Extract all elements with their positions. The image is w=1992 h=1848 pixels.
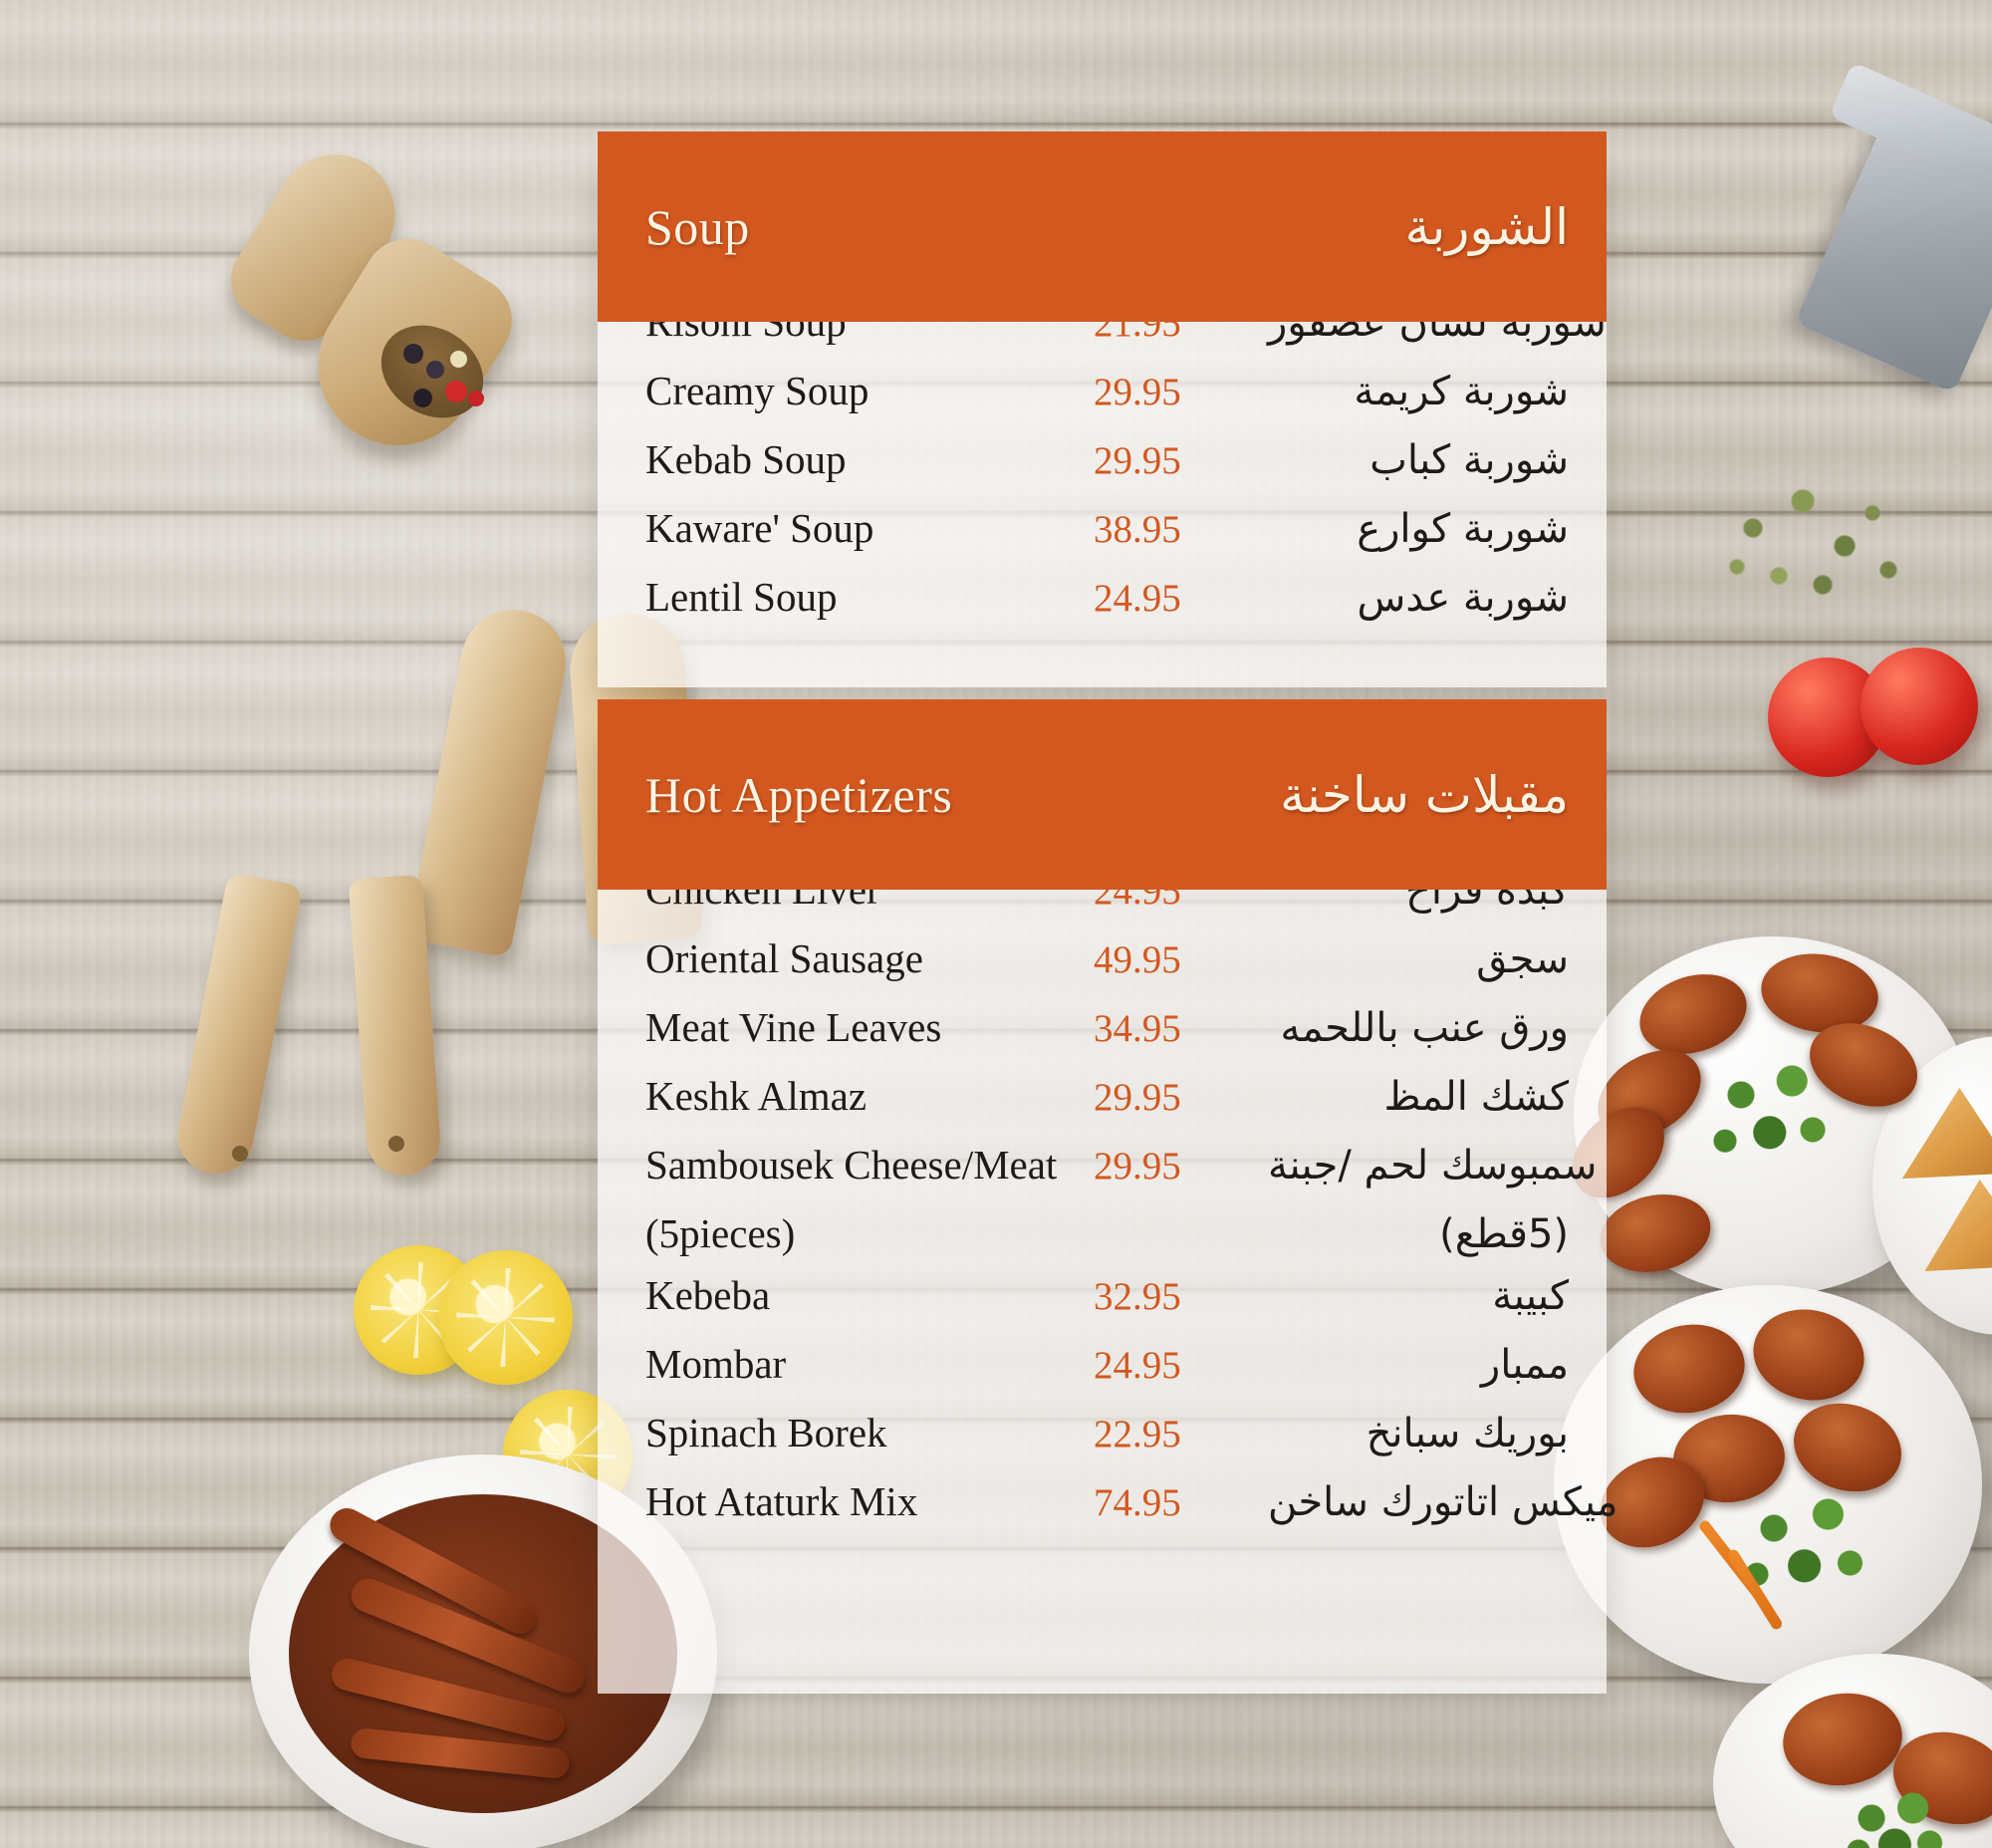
menu-item-list-soup: Risoni Soup 21.95 شوربة لسان عصفور Cream… xyxy=(598,284,1607,652)
item-name-en: Hot Ataturk Mix xyxy=(645,1478,918,1524)
menu-section-hot-appetizers: Hot Appetizers مقبلات ساخنة Chicken Live… xyxy=(598,699,1618,1694)
item-name-ar: سجق xyxy=(1476,936,1569,982)
item-price: 29.95 xyxy=(1094,1076,1181,1119)
menu-item-row[interactable]: Mombar 24.95 ممبار xyxy=(645,1340,1569,1409)
menu-item-row[interactable]: Creamy Soup 29.95 شوربة كريمة xyxy=(645,367,1569,435)
menu-item-row[interactable]: Kaware' Soup 38.95 شوربة كوارع xyxy=(645,504,1569,573)
item-name-en: Meat Vine Leaves xyxy=(645,1004,942,1050)
section-header-hot-appetizers: Hot Appetizers مقبلات ساخنة xyxy=(598,699,1607,852)
item-price: 24.95 xyxy=(1094,577,1181,620)
menu-item-row[interactable]: Hot Ataturk Mix 74.95 ميكس اتاتورك ساخن xyxy=(645,1477,1618,1546)
menu-item-row[interactable]: Spinach Borek 22.95 بوريك سبانخ xyxy=(645,1409,1569,1477)
item-name-ar: شوربة كوارع xyxy=(1357,506,1569,552)
item-name-ar: كشك المظ xyxy=(1383,1074,1569,1120)
item-name-ar: شوربة كباب xyxy=(1370,437,1569,483)
item-name-en: Keshk Almaz xyxy=(645,1073,868,1119)
item-price: 38.95 xyxy=(1094,508,1181,551)
menu-section-soup: Soup الشوربة Risoni Soup 21.95 شوربة لسا… xyxy=(598,132,1607,687)
item-name-en: Kebeba xyxy=(645,1272,771,1318)
item-portion-en: (5pieces) xyxy=(645,1210,796,1256)
item-price: 34.95 xyxy=(1094,1007,1181,1050)
item-name-ar: شوربة عدس xyxy=(1357,575,1569,621)
menu-item-row[interactable]: Meat Vine Leaves 34.95 ورق عنب باللحمه xyxy=(645,1003,1569,1072)
item-price: 29.95 xyxy=(1094,439,1181,482)
menu-item-row[interactable]: Kebab Soup 29.95 شوربة كباب xyxy=(645,435,1569,504)
item-name-ar: شوربة كريمة xyxy=(1354,369,1569,414)
menu-item-row[interactable]: Oriental Sausage 49.95 سجق xyxy=(645,934,1569,1003)
section-title-ar: مقبلات ساخنة xyxy=(1280,765,1569,824)
menu-item-row[interactable]: Sambousek Cheese/Meat 29.95 سمبوسك لحم /… xyxy=(645,1141,1597,1209)
menu-item-list-hot-appetizers: Chicken Liver 24.95 كبده فراخ Oriental S… xyxy=(598,852,1618,1556)
item-price: 32.95 xyxy=(1094,1275,1181,1318)
item-name-ar: ورق عنب باللحمه xyxy=(1280,1005,1569,1051)
item-name-en: Kebab Soup xyxy=(645,436,847,482)
menu-item-row[interactable]: Kebeba 32.95 كبيبة xyxy=(645,1271,1569,1340)
section-title-en: Hot Appetizers xyxy=(645,766,953,823)
item-name-en: Oriental Sausage xyxy=(645,935,923,981)
item-price: 29.95 xyxy=(1094,1145,1181,1188)
item-name-en: Lentil Soup xyxy=(645,574,838,620)
section-title-ar: الشوربة xyxy=(1404,197,1569,256)
item-name-ar: بوريك سبانخ xyxy=(1366,1411,1569,1456)
item-name-en: Spinach Borek xyxy=(645,1410,887,1455)
item-name-ar: ممبار xyxy=(1480,1342,1569,1388)
item-name-ar: ميكس اتاتورك ساخن xyxy=(1268,1479,1618,1525)
section-header-soup: Soup الشوربة xyxy=(598,132,1607,284)
menu-item-row[interactable]: Keshk Almaz 29.95 كشك المظ xyxy=(645,1072,1569,1141)
menu-item-subline: (5pieces) (5قطع) xyxy=(645,1209,1569,1271)
item-name-en: Sambousek Cheese/Meat xyxy=(645,1142,1058,1188)
menu-item-row[interactable]: Lentil Soup 24.95 شوربة عدس xyxy=(645,573,1569,642)
item-name-en: Creamy Soup xyxy=(645,368,870,413)
item-name-ar: سمبوسك لحم /جبنة xyxy=(1268,1143,1598,1188)
section-title-en: Soup xyxy=(645,198,750,255)
item-price: 22.95 xyxy=(1094,1413,1181,1455)
item-price: 49.95 xyxy=(1094,938,1181,981)
item-price: 24.95 xyxy=(1094,1344,1181,1387)
item-name-en: Mombar xyxy=(645,1341,787,1387)
item-price: 29.95 xyxy=(1094,371,1181,413)
item-portion-ar: (5قطع) xyxy=(1439,1211,1569,1257)
item-name-ar: كبيبة xyxy=(1492,1273,1569,1319)
item-price: 74.95 xyxy=(1094,1481,1181,1524)
item-name-en: Kaware' Soup xyxy=(645,505,874,551)
